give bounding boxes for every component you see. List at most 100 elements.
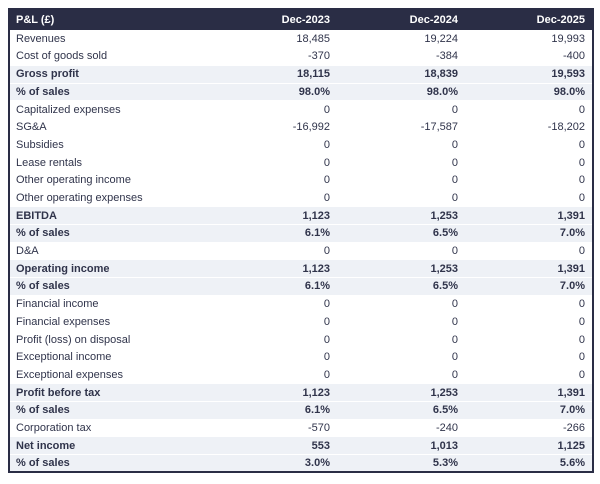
header-row: P&L (£) Dec-2023 Dec-2024 Dec-2025	[9, 9, 593, 30]
row-value: 0	[451, 156, 458, 169]
table-row: % of sales 6.1% 6.5% 7.0%	[9, 277, 593, 296]
row-value: 0	[578, 368, 585, 381]
row-value: 98.0%	[337, 82, 465, 102]
row-value: 0	[323, 298, 330, 311]
table-row: Other operating income 0 0 0	[9, 172, 593, 190]
row-label: Other operating income	[16, 174, 131, 187]
pnl-table-body: Revenues 18,485 19,224 19,993 Cost of goods …	[9, 30, 593, 473]
row-value: 98.0%	[465, 82, 593, 102]
row-label: Revenues	[16, 32, 66, 45]
table-row: SG&A -16,992 -17,587 -18,202	[9, 118, 593, 136]
table-row: Lease rentals 0 0 0	[9, 154, 593, 172]
row-value: 1,391	[465, 259, 593, 279]
row-value: 0	[578, 103, 585, 116]
row-value: 0	[451, 245, 458, 258]
table-row: Corporation tax -570 -240 -266	[9, 419, 593, 437]
table-row: Financial expenses 0 0 0	[9, 313, 593, 331]
row-value: 0	[578, 245, 585, 258]
table-row: % of sales 6.1% 6.5% 7.0%	[9, 400, 593, 420]
row-value: 0	[451, 103, 458, 116]
row-value: 0	[323, 368, 330, 381]
table-row: EBITDA 1,123 1,253 1,391	[9, 206, 593, 226]
row-value: 1,391	[465, 383, 593, 402]
row-value: 7.0%	[465, 224, 593, 243]
row-label: Exceptional income	[16, 351, 112, 364]
row-value: 0	[323, 191, 330, 204]
row-label: SG&A	[16, 121, 47, 134]
row-value: 0	[323, 245, 330, 258]
column-header-dec-2025: Dec-2025	[465, 9, 593, 30]
row-value: 0	[578, 315, 585, 328]
row-label: % of sales	[9, 82, 209, 102]
row-label: % of sales	[9, 400, 209, 420]
row-value: -266	[562, 421, 585, 434]
table-row: Cost of goods sold -370 -384 -400	[9, 48, 593, 66]
row-value: 0	[323, 333, 330, 346]
table-row: Gross profit 18,115 18,839 19,593	[9, 64, 593, 84]
table-row: % of sales 3.0% 5.3% 5.6%	[9, 454, 593, 473]
row-value: 0	[323, 103, 330, 116]
row-label: Financial income	[16, 298, 99, 311]
row-value: 0	[451, 368, 458, 381]
table-row: Net income 553 1,013 1,125	[9, 436, 593, 455]
table-row: Financial income 0 0 0	[9, 295, 593, 313]
pnl-table: P&L (£) Dec-2023 Dec-2024 Dec-2025 Reven…	[8, 8, 594, 474]
row-label: Cost of goods sold	[16, 50, 108, 63]
row-value: -570	[307, 421, 330, 434]
row-value: 0	[323, 315, 330, 328]
row-value: 98.0%	[209, 82, 337, 102]
row-label: Corporation tax	[16, 421, 92, 434]
row-value: 6.5%	[337, 224, 465, 243]
table-row: Profit (loss) on disposal 0 0 0	[9, 331, 593, 349]
row-value: 553	[209, 436, 337, 455]
row-value: 0	[578, 191, 585, 204]
table-row: % of sales 6.1% 6.5% 7.0%	[9, 224, 593, 243]
row-value: 0	[578, 351, 585, 364]
table-title: P&L (£)	[9, 9, 209, 30]
table-row: Exceptional income 0 0 0	[9, 348, 593, 366]
row-value: 1,013	[337, 436, 465, 455]
row-value: 0	[451, 174, 458, 187]
row-value: 18,839	[337, 64, 465, 84]
row-value: -18,202	[547, 121, 585, 134]
row-value: 1,123	[209, 259, 337, 279]
row-value: 6.5%	[337, 400, 465, 420]
row-value: 18,115	[209, 64, 337, 84]
row-label: Profit (loss) on disposal	[16, 333, 131, 346]
row-value: 7.0%	[465, 400, 593, 420]
row-label: % of sales	[9, 224, 209, 243]
table-row: Revenues 18,485 19,224 19,993	[9, 30, 593, 48]
row-label: Lease rentals	[16, 156, 83, 169]
row-value: 7.0%	[465, 277, 593, 296]
row-value: 6.5%	[337, 277, 465, 296]
table-row: Profit before tax 1,123 1,253 1,391	[9, 383, 593, 402]
table-row: Other operating expenses 0 0 0	[9, 189, 593, 207]
row-value: 0	[578, 298, 585, 311]
row-label: Gross profit	[9, 64, 209, 84]
table-row: Capitalized expenses 0 0 0	[9, 101, 593, 119]
row-value: 0	[451, 351, 458, 364]
row-value: 1,123	[209, 206, 337, 226]
row-value: 18,485	[296, 32, 330, 45]
row-label: Operating income	[9, 259, 209, 279]
row-value: 3.0%	[209, 454, 337, 473]
row-value: 0	[323, 156, 330, 169]
row-value: 0	[451, 315, 458, 328]
row-label: EBITDA	[9, 206, 209, 226]
row-value: 1,253	[337, 383, 465, 402]
table-row: D&A 0 0 0	[9, 242, 593, 260]
row-label: Exceptional expenses	[16, 368, 124, 381]
row-label: % of sales	[9, 277, 209, 296]
row-value: 0	[323, 174, 330, 187]
row-value: 6.1%	[209, 400, 337, 420]
row-label: Capitalized expenses	[16, 103, 121, 116]
row-value: 1,125	[465, 436, 593, 455]
column-header-dec-2023: Dec-2023	[209, 9, 337, 30]
row-value: 0	[451, 138, 458, 151]
row-value: 1,253	[337, 259, 465, 279]
row-value: 0	[578, 138, 585, 151]
row-value: -240	[435, 421, 458, 434]
table-row: Operating income 1,123 1,253 1,391	[9, 259, 593, 279]
row-value: 0	[323, 138, 330, 151]
